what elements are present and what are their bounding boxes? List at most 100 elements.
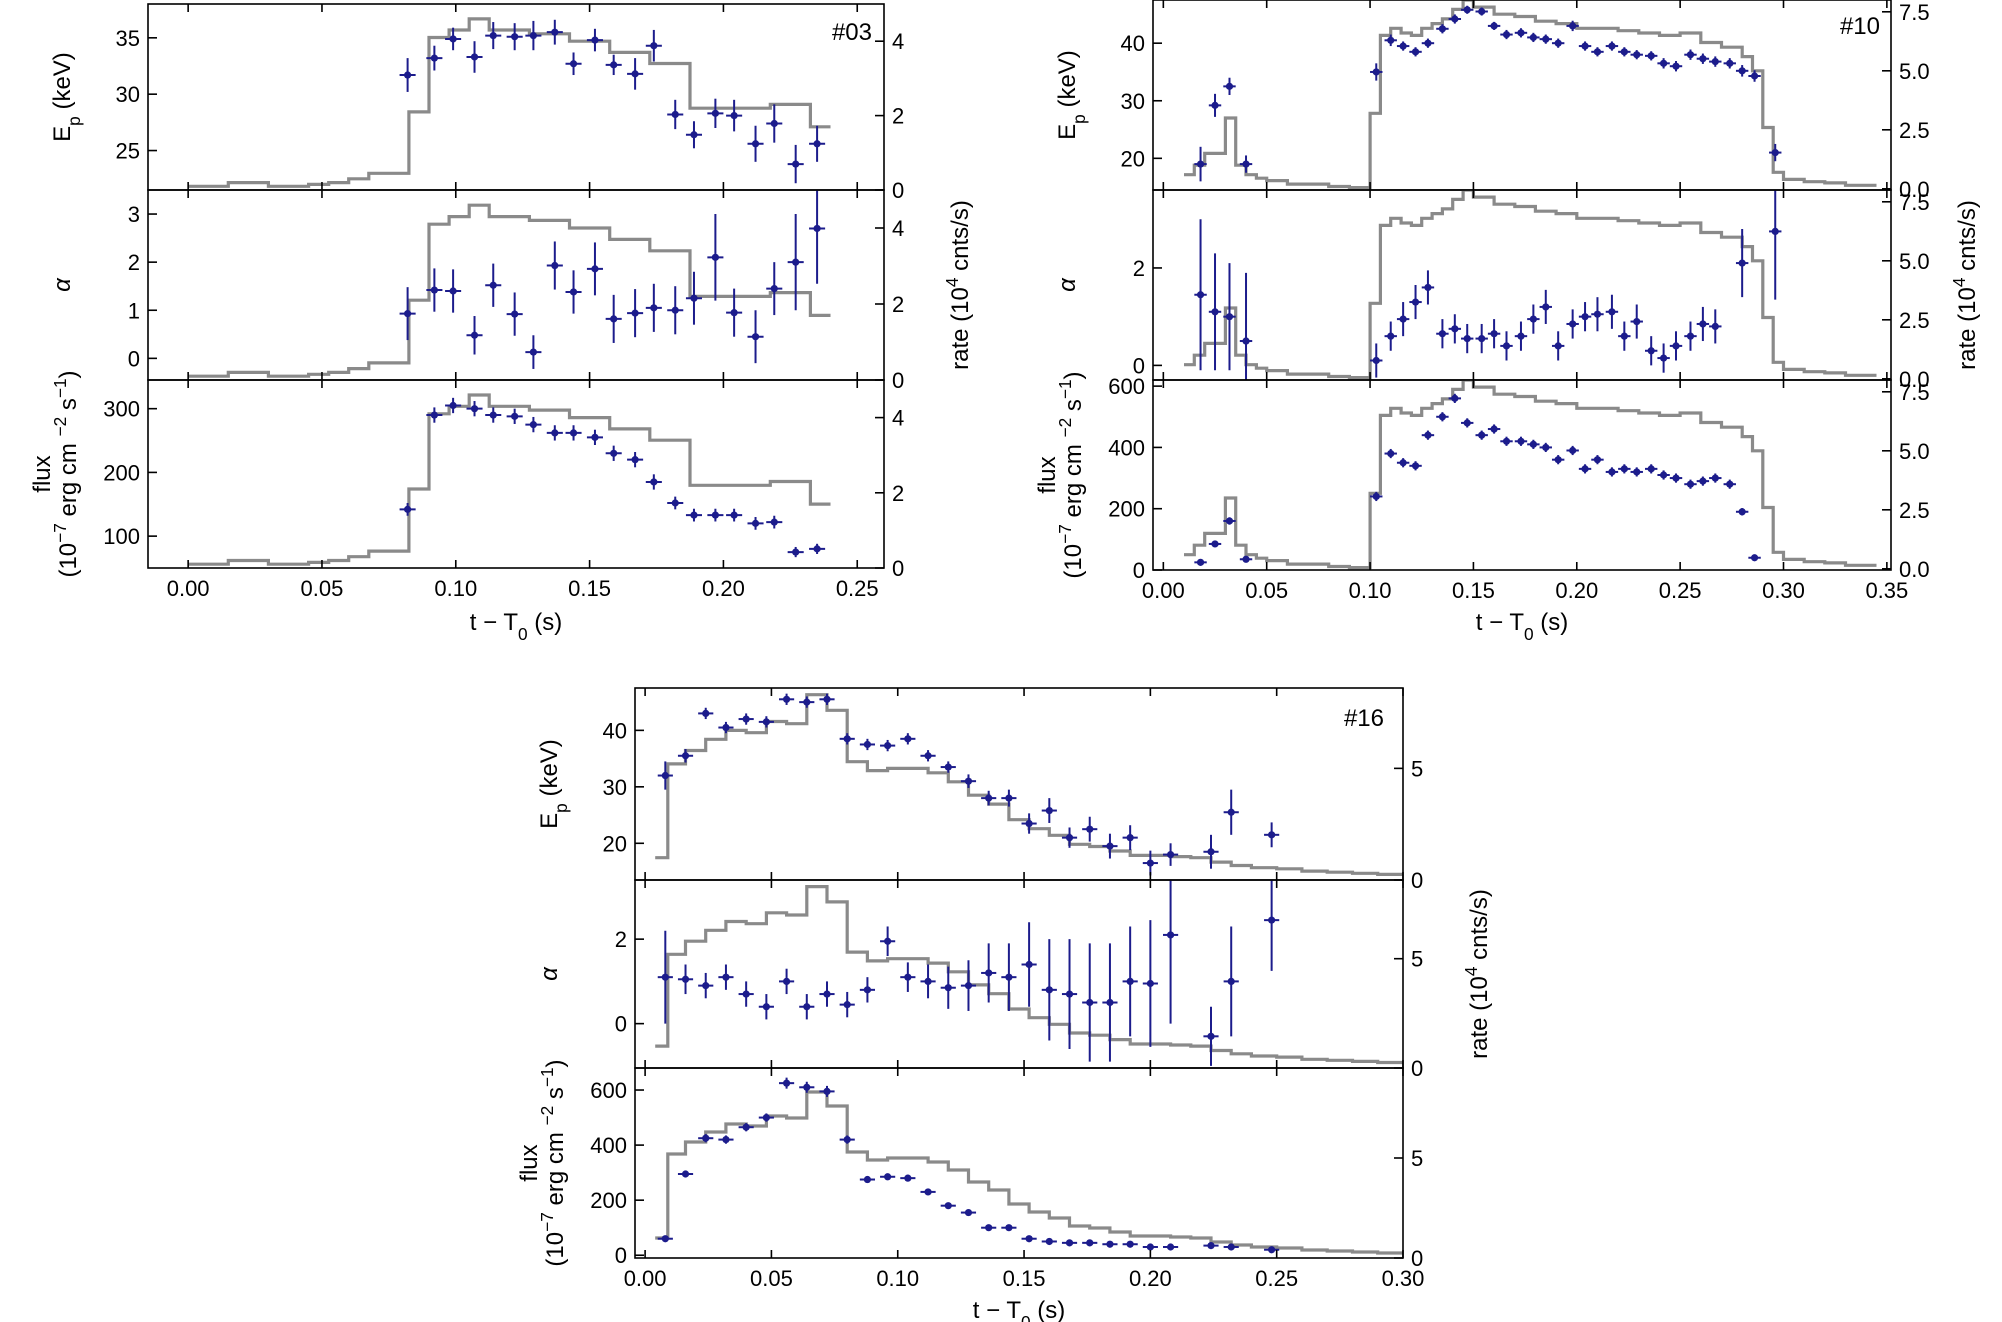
x-tick-label: 0.15: [1003, 1266, 1046, 1291]
point-marker: [1660, 354, 1668, 362]
data-point: [1709, 56, 1722, 67]
data-point: [1591, 455, 1604, 465]
data-point: [1657, 470, 1670, 480]
data-point: [1618, 464, 1631, 474]
point-marker: [1411, 48, 1420, 56]
data-point: [1527, 304, 1540, 334]
plot-area: [188, 393, 831, 566]
alpha-panel: 0 2 0 5: [615, 879, 1423, 1081]
point-marker: [1738, 259, 1746, 267]
point-marker: [782, 977, 791, 985]
rate-tick-label: 4: [892, 216, 904, 241]
data-point: [707, 214, 724, 301]
data-point: [1384, 321, 1397, 351]
point-marker: [730, 112, 738, 120]
point-marker: [1438, 25, 1447, 33]
point-marker: [1268, 831, 1276, 839]
data-point: [1041, 1237, 1057, 1246]
x-tick-label: 0.05: [750, 1266, 793, 1291]
point-marker: [1005, 794, 1013, 802]
point-marker: [702, 709, 710, 718]
data-point: [1122, 1240, 1138, 1248]
point-marker: [711, 253, 719, 261]
data-point: [1061, 1239, 1078, 1247]
point-marker: [449, 35, 457, 43]
point-marker: [1196, 160, 1205, 168]
data-point: [1102, 1240, 1118, 1248]
point-marker: [1517, 29, 1525, 37]
point-marker: [661, 771, 669, 780]
data-point: [1461, 418, 1474, 428]
point-marker: [1529, 33, 1537, 42]
rate-axis-label: rate (104 cnts/s): [1949, 200, 1981, 370]
point-marker: [904, 1174, 912, 1182]
rate-tick-label: 0: [1411, 1056, 1423, 1081]
x-tick-label: 0.10: [434, 576, 477, 601]
point-marker: [742, 715, 750, 723]
point-marker: [529, 31, 537, 40]
point-marker: [681, 975, 690, 983]
point-marker: [1542, 35, 1550, 43]
data-point: [1709, 473, 1722, 483]
point-marker: [430, 286, 438, 294]
point-marker: [1502, 342, 1511, 350]
rate-tick-label: 2.5: [1899, 498, 1930, 523]
data-point: [485, 407, 502, 423]
data-point: [1223, 926, 1239, 1037]
point-marker: [1726, 480, 1734, 488]
data-point: [779, 693, 795, 705]
rate-tick-label: 5: [1411, 756, 1423, 781]
point-marker: [1699, 477, 1707, 485]
point-marker: [1268, 1246, 1276, 1254]
data-point: [1001, 789, 1017, 807]
data-point: [880, 739, 896, 752]
data-point: [1370, 491, 1383, 502]
data-point: [466, 41, 483, 73]
point-marker: [1065, 1239, 1074, 1247]
point-marker: [711, 511, 719, 519]
point-marker: [1065, 834, 1074, 842]
point-marker: [985, 969, 993, 977]
point-marker: [1146, 1243, 1154, 1251]
y-tick-label: 100: [103, 524, 140, 549]
point-marker: [803, 698, 811, 706]
point-marker: [1207, 1032, 1215, 1040]
point-marker: [722, 973, 730, 981]
data-point: [1001, 1224, 1017, 1232]
y-tick-label: 0: [1133, 558, 1145, 583]
point-marker: [1065, 990, 1074, 998]
data-point: [1461, 5, 1474, 14]
data-point: [1605, 41, 1619, 51]
rate-tick-label: 5: [1411, 947, 1423, 972]
point-marker: [924, 977, 932, 985]
data-point: [627, 289, 644, 338]
data-point: [1500, 331, 1513, 361]
data-point: [1436, 319, 1449, 349]
rate-tick-label: 5.0: [1899, 439, 1930, 464]
data-point: [1448, 14, 1462, 24]
rate-tick-label: 0.0: [1899, 177, 1930, 202]
point-marker: [1411, 298, 1420, 306]
point-marker: [430, 54, 438, 62]
point-marker: [823, 1087, 831, 1096]
point-marker: [1424, 283, 1432, 292]
y-tick-label: 0: [1133, 353, 1145, 378]
data-point: [1264, 1246, 1280, 1254]
data-point: [1539, 442, 1552, 453]
point-marker: [1569, 446, 1577, 455]
point-marker: [1478, 7, 1486, 16]
point-marker: [964, 982, 973, 990]
point-marker: [770, 285, 778, 293]
data-point: [726, 99, 743, 132]
data-point: [839, 733, 855, 745]
panel-frame: [1152, 379, 1892, 571]
data-point: [880, 926, 896, 957]
rate-tick-label: 2: [892, 104, 904, 129]
data-point: [1203, 834, 1219, 869]
data-point: [779, 1077, 795, 1089]
flux-axis-label-top: flux: [29, 455, 56, 492]
point-marker: [1242, 160, 1250, 168]
data-point: [565, 425, 582, 441]
y-tick-label: 300: [103, 397, 140, 422]
data-point: [1208, 540, 1222, 548]
